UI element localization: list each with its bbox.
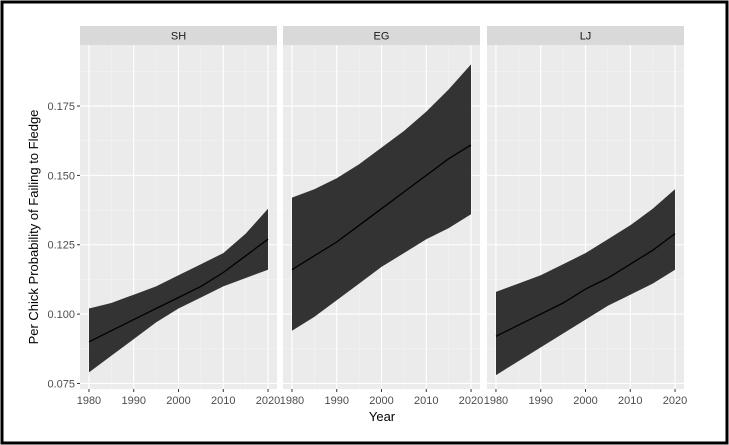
- y-tick-label: 0.125: [47, 240, 75, 252]
- confidence-band: [89, 208, 268, 373]
- x-tick-label: 1990: [121, 395, 145, 407]
- y-axis-title: Per Chick Probability of Failing to Fled…: [26, 110, 41, 345]
- facet-strip: [283, 26, 480, 45]
- x-tick-label: 2000: [369, 395, 393, 407]
- y-tick-label: 0.100: [47, 309, 75, 321]
- facet-strip: [80, 26, 277, 45]
- y-tick-label: 0.075: [47, 378, 75, 390]
- x-tick-label: 2020: [256, 395, 280, 407]
- x-tick-label: 2000: [573, 395, 597, 407]
- facet-label: EG: [374, 31, 390, 43]
- fit-line: [495, 233, 676, 337]
- x-tick-label: 1980: [77, 395, 101, 407]
- panel-sh: SH 1980 1990 2000 2010 2020: [77, 26, 280, 407]
- confidence-band: [496, 189, 675, 376]
- x-tick-label: 2010: [618, 395, 642, 407]
- confidence-band: [292, 64, 471, 331]
- y-tick-label: 0.150: [47, 170, 75, 182]
- panels-layer: SH 1980 1990 2000 2010 2020 EG 1980 1990 2000 2010…: [77, 26, 687, 407]
- x-tick-label: 1980: [280, 395, 304, 407]
- x-tick-label: 2020: [663, 395, 687, 407]
- x-axis-title: Year: [369, 409, 396, 424]
- panel-lj: LJ 1980 1990 2000 2010 2020: [484, 26, 687, 407]
- facet-label: LJ: [580, 31, 592, 43]
- x-tick-label: 2010: [211, 395, 235, 407]
- facet-label: SH: [171, 31, 186, 43]
- x-tick-label: 1980: [484, 395, 508, 407]
- x-tick-label: 1990: [528, 395, 552, 407]
- x-tick-label: 2000: [166, 395, 190, 407]
- x-tick-label: 2020: [459, 395, 483, 407]
- fit-line: [291, 144, 472, 271]
- panel-eg: EG 1980 1990 2000 2010 2020: [280, 26, 483, 407]
- x-tick-label: 2010: [414, 395, 438, 407]
- fit-line: [88, 238, 269, 343]
- facet-strip: [487, 26, 684, 45]
- y-tick-label: 0.175: [47, 101, 75, 113]
- x-tick-label: 1990: [324, 395, 348, 407]
- y-axis: 0.075 0.100 0.125 0.150 0.175: [47, 101, 80, 390]
